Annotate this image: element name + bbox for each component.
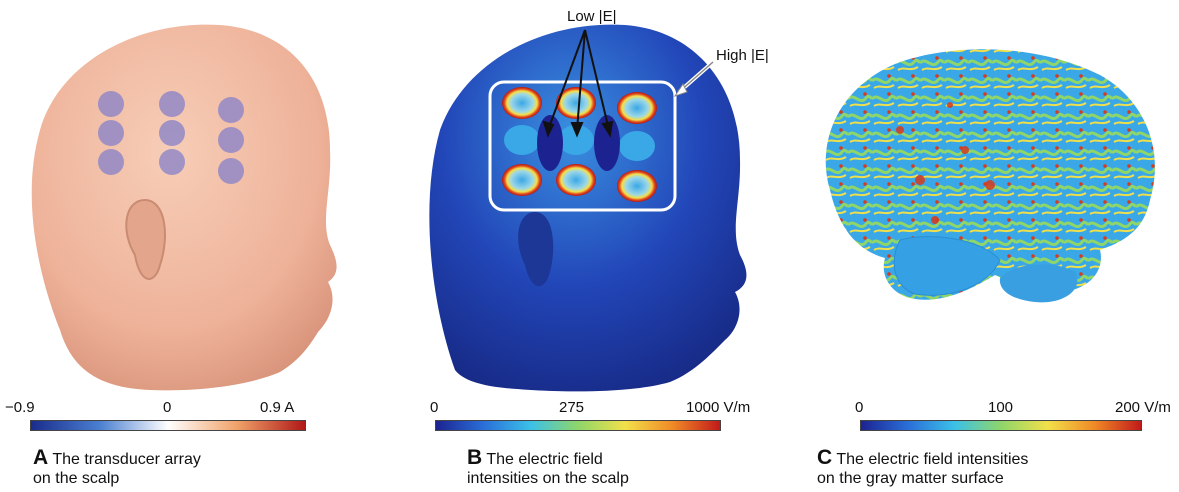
electrode-disc bbox=[218, 127, 244, 153]
brain-model-field bbox=[825, 49, 1155, 303]
panel-letter: B bbox=[467, 446, 483, 469]
caption-a: A The transducer array on the scalp bbox=[33, 446, 201, 488]
caption-line2: intensities on the scalp bbox=[467, 470, 629, 487]
ear-shape bbox=[518, 212, 554, 287]
field-hotspots bbox=[502, 87, 657, 202]
arrow-head bbox=[542, 120, 555, 138]
annotation-low-field: Low |E| bbox=[567, 8, 617, 25]
colorbar-field-scalp bbox=[435, 420, 721, 431]
field-hotspots bbox=[896, 102, 995, 224]
cerebellum-shape bbox=[999, 264, 1078, 303]
field-hotspot bbox=[502, 87, 542, 119]
head-silhouette bbox=[429, 24, 747, 392]
brain-silhouette bbox=[825, 49, 1155, 300]
colorbar-tick-min: 0 bbox=[855, 399, 864, 416]
electrode-array bbox=[98, 91, 244, 184]
head-model-transducer bbox=[31, 24, 337, 391]
electrode-disc bbox=[159, 149, 185, 175]
electrode-disc bbox=[159, 120, 185, 146]
field-hotspot bbox=[617, 92, 657, 124]
field-hotspot bbox=[556, 164, 596, 196]
arrow-line bbox=[584, 29, 610, 131]
colorbar-tick-mid: 275 bbox=[559, 399, 585, 416]
arrow-head bbox=[570, 122, 584, 138]
head-silhouette bbox=[31, 24, 337, 391]
head-model-field bbox=[429, 24, 747, 392]
electrode-disc bbox=[98, 149, 124, 175]
arrow-line bbox=[547, 29, 586, 131]
field-low-region bbox=[594, 115, 620, 171]
high-field-arrow bbox=[673, 60, 715, 97]
caption-line2: on the gray matter surface bbox=[817, 470, 1004, 487]
field-hotspot bbox=[558, 125, 594, 155]
caption-line2: on the scalp bbox=[33, 470, 120, 487]
colorbar-current bbox=[30, 420, 306, 431]
colorbar-tick-mid: 0 bbox=[163, 399, 172, 416]
caption-line1: The electric field intensities bbox=[836, 451, 1029, 468]
arrow-head bbox=[601, 120, 614, 138]
caption-b: B The electric field intensities on the … bbox=[467, 446, 629, 488]
electrode-disc bbox=[159, 91, 185, 117]
colorbar-tick-max: 200 V/m bbox=[1115, 399, 1171, 416]
panel-b: Low |E| High |E| 0 275 1000 V/m B The el… bbox=[395, 0, 795, 492]
panel-c: 0 100 200 V/m C The electric field inten… bbox=[800, 0, 1179, 492]
electrode-disc bbox=[98, 91, 124, 117]
temporal-lobe-shape bbox=[893, 236, 1001, 296]
panel-letter: C bbox=[817, 446, 833, 469]
caption-c: C The electric field intensities on the … bbox=[817, 446, 1029, 488]
colorbar-tick-max: 0.9 A bbox=[260, 399, 295, 416]
panel-letter: A bbox=[33, 446, 49, 469]
array-outline-box bbox=[488, 80, 677, 212]
colorbar-tick-mid: 100 bbox=[988, 399, 1014, 416]
field-hotspot bbox=[619, 131, 655, 161]
ear-shape bbox=[125, 198, 166, 280]
caption-line1: The electric field bbox=[486, 451, 603, 468]
colorbar-tick-min: −0.9 bbox=[5, 399, 35, 416]
field-low-region bbox=[537, 115, 563, 171]
electrode-disc bbox=[218, 97, 244, 123]
annotation-high-field: High |E| bbox=[716, 47, 769, 64]
field-hotspot bbox=[556, 87, 596, 119]
caption-line1: The transducer array bbox=[52, 451, 201, 468]
panel-a: −0.9 0 0.9 A A The transducer array on t… bbox=[0, 0, 360, 492]
colorbar-tick-max: 1000 V/m bbox=[686, 399, 751, 416]
colorbar-tick-min: 0 bbox=[430, 399, 439, 416]
field-hotspot bbox=[504, 125, 540, 155]
field-hotspot bbox=[502, 164, 542, 196]
arrow-line bbox=[576, 29, 586, 131]
electrode-disc bbox=[218, 158, 244, 184]
colorbar-field-gray-matter bbox=[860, 420, 1142, 431]
field-hotspot bbox=[617, 170, 657, 202]
electrode-disc bbox=[98, 120, 124, 146]
low-field-arrows bbox=[542, 29, 614, 138]
